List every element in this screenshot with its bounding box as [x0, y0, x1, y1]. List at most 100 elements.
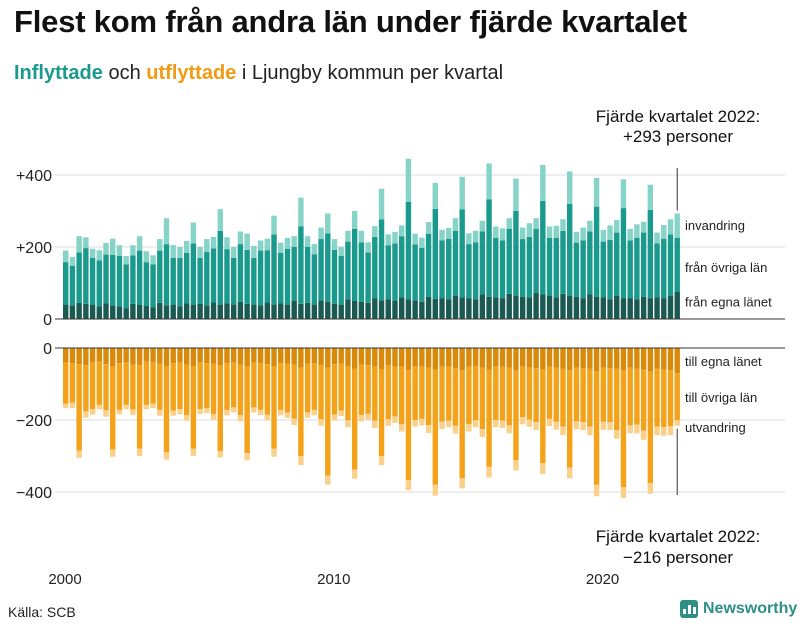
bar-emigration	[163, 452, 170, 460]
bar-in-other	[540, 200, 546, 295]
bar-in-own	[103, 303, 109, 319]
bar-emigration	[177, 409, 183, 415]
bar-out-other	[257, 363, 264, 410]
bar-out-other	[654, 368, 660, 427]
bar-emigration	[278, 409, 284, 416]
bar-immigration	[69, 257, 76, 266]
bar-out-other	[392, 366, 398, 417]
bar-in-other	[412, 244, 418, 301]
bar-in-own	[627, 298, 633, 319]
bar-in-other	[170, 257, 176, 305]
bar-out-own	[177, 348, 183, 363]
bar-out-other	[69, 363, 76, 403]
bar-immigration	[446, 227, 452, 239]
bar-emigration	[399, 424, 405, 432]
bar-emigration	[257, 409, 264, 415]
bar-emigration	[654, 426, 660, 436]
bar-emigration	[614, 430, 620, 439]
bar-in-own	[486, 296, 492, 319]
bar-immigration	[459, 176, 465, 210]
bar-out-other	[667, 370, 674, 427]
legend-out-own: till egna länet	[685, 354, 762, 369]
bar-emigration	[432, 484, 438, 496]
bar-out-other	[587, 368, 593, 427]
bar-immigration	[116, 245, 123, 256]
bar-emigration	[560, 426, 566, 436]
bar-emigration	[405, 480, 412, 491]
bar-in-own	[405, 299, 412, 319]
bar-out-other	[385, 365, 391, 420]
bar-immigration	[640, 221, 647, 233]
bar-immigration	[143, 251, 150, 263]
bar-in-other	[560, 230, 566, 294]
bar-emigration	[647, 483, 654, 494]
bar-in-own	[499, 298, 506, 319]
bar-out-other	[479, 367, 486, 429]
bar-immigration	[83, 237, 89, 249]
bar-out-other	[291, 364, 297, 419]
bar-in-other	[76, 252, 82, 303]
bar-out-other	[271, 366, 277, 449]
bar-in-other	[506, 229, 512, 294]
bar-emigration	[197, 409, 203, 415]
bar-immigration	[540, 164, 546, 201]
bar-immigration	[378, 188, 385, 220]
bar-immigration	[533, 218, 539, 229]
bar-in-own	[560, 293, 566, 319]
bar-emigration	[452, 425, 459, 434]
bar-out-other	[513, 370, 519, 461]
bar-immigration	[331, 239, 338, 250]
bar-out-other	[412, 366, 418, 420]
bar-out-own	[163, 348, 170, 366]
bar-emigration	[472, 420, 479, 428]
bar-in-own	[291, 301, 297, 319]
bar-out-own	[399, 348, 405, 367]
bar-emigration	[143, 404, 150, 410]
bar-immigration	[284, 238, 291, 249]
bar-emigration	[640, 430, 647, 440]
bar-immigration	[365, 242, 371, 253]
bar-immigration	[311, 244, 318, 255]
bar-immigration	[385, 234, 391, 246]
bar-in-own	[459, 297, 465, 319]
bar-in-other	[183, 252, 190, 304]
bar-out-own	[130, 348, 136, 365]
bar-emigration	[96, 404, 102, 410]
bar-in-other	[157, 250, 163, 303]
bar-in-own	[674, 292, 680, 319]
bar-in-other	[654, 243, 660, 298]
bar-out-other	[278, 363, 284, 410]
bar-emigration	[190, 448, 197, 456]
bar-out-own	[96, 348, 102, 362]
bar-immigration	[89, 248, 96, 258]
bar-out-own	[264, 348, 270, 365]
bar-in-other	[661, 238, 667, 299]
bar-emigration	[325, 475, 331, 485]
bar-in-other	[271, 234, 277, 305]
bar-emigration	[506, 425, 512, 434]
bar-in-other	[358, 242, 365, 302]
bar-out-other	[110, 366, 116, 450]
bar-immigration	[130, 245, 136, 256]
bar-out-other	[136, 365, 143, 449]
bar-out-own	[170, 348, 176, 364]
bar-out-other	[231, 362, 237, 408]
bar-out-other	[190, 366, 197, 449]
bar-out-other	[466, 366, 472, 425]
bar-out-own	[540, 348, 546, 370]
bar-in-own	[123, 308, 129, 319]
bar-in-other	[634, 238, 640, 300]
bar-immigration	[614, 220, 620, 233]
bar-out-own	[634, 348, 640, 369]
bar-out-other	[89, 362, 96, 410]
bar-in-own	[257, 305, 264, 319]
bar-immigration	[432, 182, 438, 209]
newsworthy-logo[interactable]: Newsworthy	[680, 600, 797, 618]
y-tick-label: +200	[16, 240, 52, 257]
bar-immigration	[600, 230, 606, 242]
bar-in-own	[163, 305, 170, 319]
bar-emigration	[533, 422, 539, 431]
bar-in-own	[76, 302, 82, 319]
bar-immigration	[392, 231, 398, 244]
bar-out-own	[513, 348, 519, 371]
